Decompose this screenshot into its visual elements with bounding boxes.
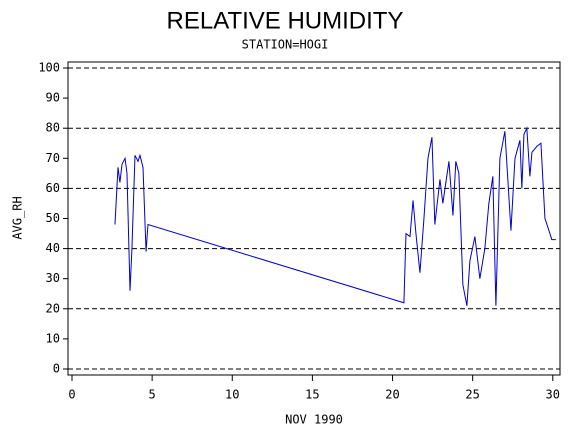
- y-tick-label: 100: [38, 61, 60, 75]
- x-tick-label: 30: [546, 388, 560, 402]
- x-tick-label: 5: [149, 388, 156, 402]
- y-tick-label: 40: [46, 241, 60, 255]
- y-axis-label: AVG_RH: [11, 196, 25, 239]
- y-tick-label: 70: [46, 151, 60, 165]
- y-tick-label: 50: [46, 211, 60, 225]
- y-tick-label: 30: [46, 271, 60, 285]
- y-tick-label: 90: [46, 91, 60, 105]
- data-line: [114, 126, 556, 306]
- chart-subtitle: STATION=HOGI: [242, 38, 329, 52]
- y-tick-label: 10: [46, 331, 60, 345]
- y-tick-label: 0: [53, 361, 60, 375]
- y-tick-label: 80: [46, 121, 60, 135]
- x-tick-label: 20: [385, 388, 399, 402]
- x-axis-label: NOV 1990: [285, 413, 343, 427]
- plot-frame: [67, 61, 561, 376]
- x-tick-label: 10: [225, 388, 239, 402]
- y-tick-label: 60: [46, 181, 60, 195]
- chart-title: RELATIVE HUMIDITY: [167, 7, 404, 34]
- x-tick-label: 15: [305, 388, 319, 402]
- x-tick-label: 25: [465, 388, 479, 402]
- y-tick-label: 20: [46, 301, 60, 315]
- x-tick-label: 0: [68, 388, 75, 402]
